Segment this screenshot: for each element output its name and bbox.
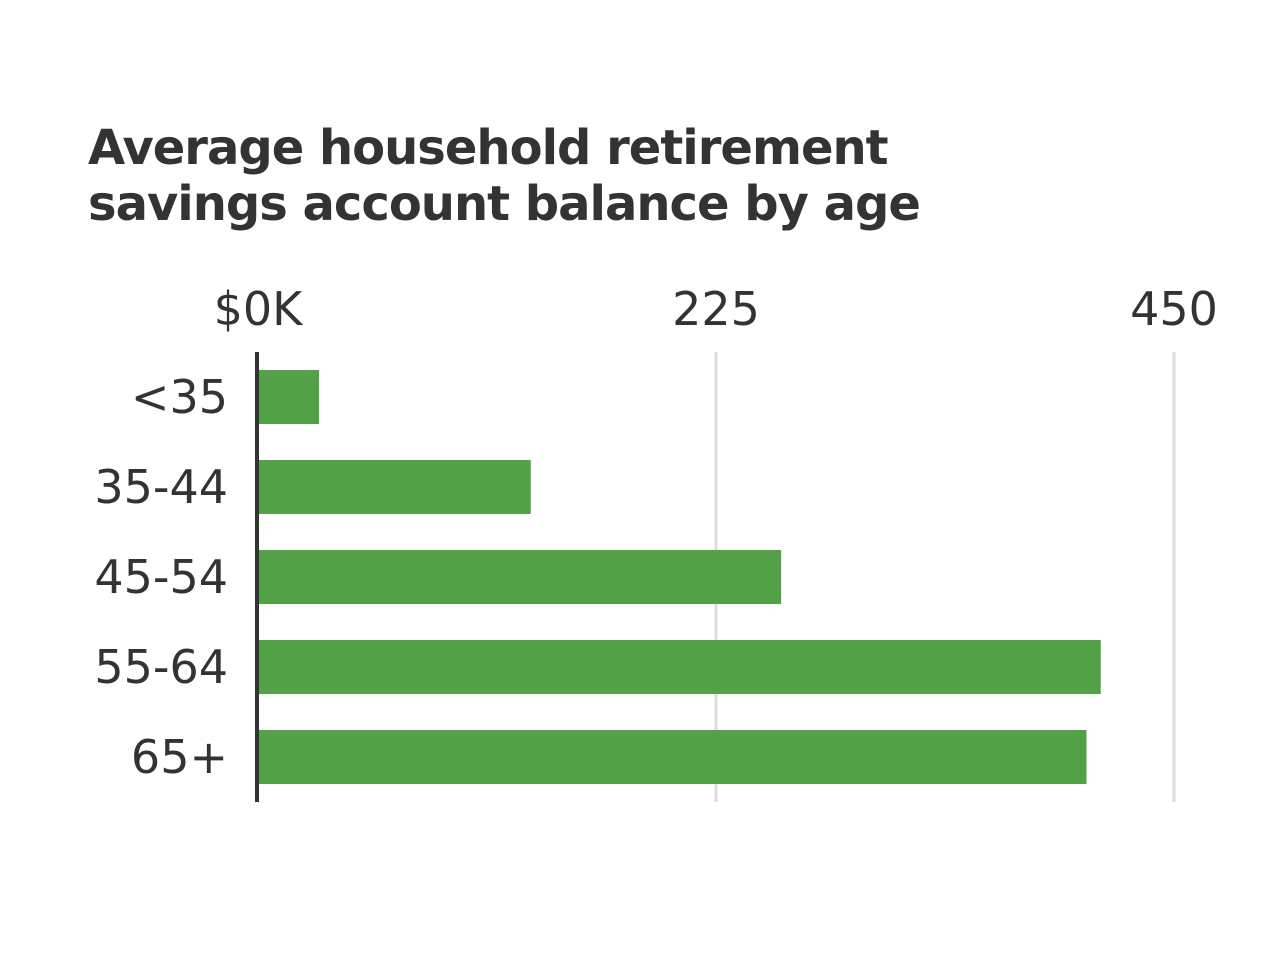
- bar-45-54: [258, 550, 782, 604]
- category-label: 55-64: [94, 640, 228, 694]
- category-label: 65+: [131, 730, 228, 784]
- bar-55-64: [258, 640, 1101, 694]
- bars: [258, 370, 1101, 784]
- category-label: <35: [131, 370, 228, 424]
- bar-65+: [258, 730, 1087, 784]
- x-tick-label: $0K: [214, 282, 305, 336]
- chart-title-line-2: savings account balance by age: [88, 176, 921, 232]
- chart-title: Average household retirement savings acc…: [88, 120, 1088, 232]
- bar-<35: [258, 370, 320, 424]
- category-label: 45-54: [94, 550, 228, 604]
- chart-title-line-1: Average household retirement: [88, 120, 889, 176]
- x-tick-labels: $0K 225 450: [214, 282, 1218, 336]
- bar-35-44: [258, 460, 531, 514]
- category-labels: <35 35-44 45-54 55-64 65+: [94, 370, 228, 784]
- x-tick-label: 225: [672, 282, 760, 336]
- x-tick-label: 450: [1130, 282, 1218, 336]
- category-label: 35-44: [94, 460, 228, 514]
